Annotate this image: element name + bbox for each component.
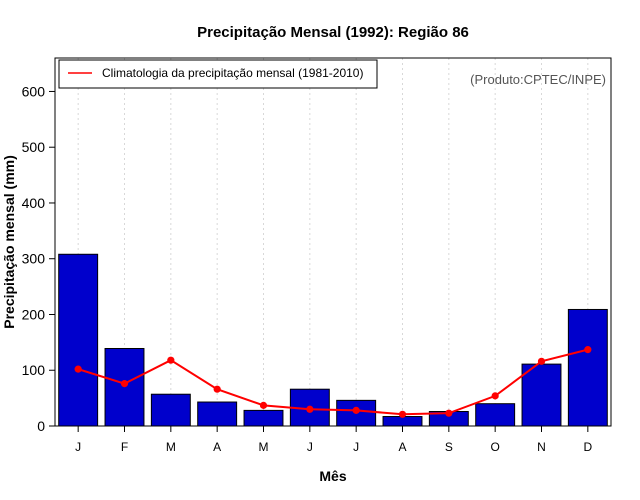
legend-box [58,59,378,89]
x-tick-label: F [121,440,128,454]
y-tick-label: 300 [22,251,46,267]
y-tick-label: 100 [22,362,46,378]
climatology-point-9 [445,409,453,417]
climatology-point-4 [213,385,221,393]
x-tick-label: A [398,440,406,454]
climatology-point-12 [584,346,592,354]
bar-5 [243,409,284,427]
x-tick-label: J [353,440,359,454]
x-tick-label: N [537,440,546,454]
y-tick-label: 600 [22,83,46,99]
y-axis-label: Precipitação mensal (mm) [1,155,17,329]
climatology-point-8 [398,410,407,418]
bar-4 [197,401,238,427]
climatology-point-10 [491,392,499,400]
bar-3 [150,393,191,427]
x-axis-label: Mês [319,468,346,484]
climatology-point-11 [537,357,546,365]
bar-11 [521,363,562,427]
x-tick-label: J [75,440,81,454]
bar-10 [475,403,516,427]
climatology-point-3 [167,356,175,364]
bar-series [58,253,608,427]
legend: Climatologia da precipitação mensal (198… [58,59,378,89]
x-tick-label: M [166,440,176,454]
y-tick-label: 500 [22,139,46,155]
bar-8 [382,416,423,427]
climatology-point-2 [120,380,129,388]
y-axis: 0 100 200 300 400 500 600 [22,83,55,434]
climatology-point-5 [259,401,268,409]
grid-lines [77,58,589,426]
product-credit: (Produto:CPTEC/INPE) [470,72,606,87]
climatology-series [74,346,592,418]
x-tick-label: O [490,440,499,454]
y-tick-label: 400 [22,195,46,211]
climatology-point-7 [352,406,360,414]
climatology-line [77,348,589,416]
bar-1 [58,253,99,427]
x-tick-label: M [259,440,269,454]
bar-2 [104,347,145,427]
y-tick-label: 0 [37,418,45,434]
plot-frame [54,57,612,427]
y-tick-label: 200 [22,306,46,322]
bar-12 [567,308,608,427]
climatology-point-1 [74,365,82,373]
climatology-point-6 [306,405,314,413]
x-tick-label: D [583,440,592,454]
legend-entry-climatology: Climatologia da precipitação mensal (198… [102,66,363,80]
x-tick-label: A [213,440,221,454]
x-tick-label: J [307,440,313,454]
x-tick-label: S [445,440,453,454]
chart-title: Precipitação Mensal (1992): Região 86 [197,24,469,41]
